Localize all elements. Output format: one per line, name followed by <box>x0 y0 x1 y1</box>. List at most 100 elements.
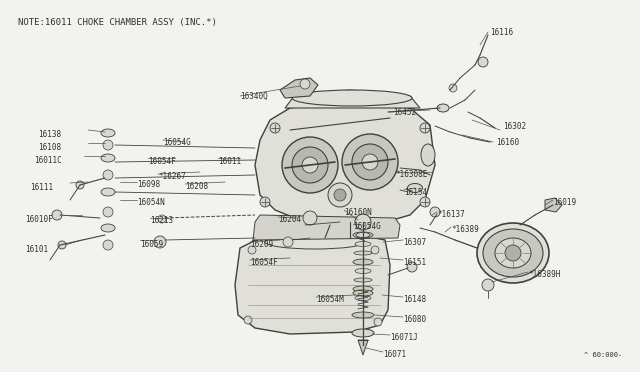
Ellipse shape <box>101 224 115 232</box>
Circle shape <box>505 245 521 261</box>
Text: 16071J: 16071J <box>390 333 418 342</box>
Text: *16389: *16389 <box>451 225 479 234</box>
Circle shape <box>482 279 494 291</box>
Ellipse shape <box>483 229 543 277</box>
Text: 16138: 16138 <box>38 130 61 139</box>
Circle shape <box>420 197 430 207</box>
Text: 16204: 16204 <box>278 215 301 224</box>
Ellipse shape <box>101 129 115 137</box>
Text: 16340Q: 16340Q <box>240 92 268 101</box>
Circle shape <box>362 154 378 170</box>
Circle shape <box>449 84 457 92</box>
Ellipse shape <box>477 223 549 283</box>
Circle shape <box>300 79 310 89</box>
Text: 16213: 16213 <box>150 216 173 225</box>
Circle shape <box>52 210 62 220</box>
Ellipse shape <box>437 104 449 112</box>
Circle shape <box>154 236 166 248</box>
Text: 16054M: 16054M <box>316 295 344 304</box>
Text: 16160N: 16160N <box>344 208 372 217</box>
Ellipse shape <box>353 290 373 296</box>
Circle shape <box>371 246 379 254</box>
Text: *16389H: *16389H <box>528 270 561 279</box>
Ellipse shape <box>353 286 373 292</box>
Text: 16054N: 16054N <box>137 198 164 207</box>
Ellipse shape <box>408 183 422 192</box>
Ellipse shape <box>495 238 531 268</box>
Circle shape <box>103 170 113 180</box>
Polygon shape <box>255 100 435 228</box>
Circle shape <box>352 144 388 180</box>
Ellipse shape <box>352 312 374 318</box>
Circle shape <box>103 140 113 150</box>
Ellipse shape <box>355 269 371 273</box>
Circle shape <box>328 183 352 207</box>
Text: 16208: 16208 <box>185 182 208 191</box>
Circle shape <box>430 207 440 217</box>
Circle shape <box>158 215 166 223</box>
Text: 16111: 16111 <box>30 183 53 192</box>
Circle shape <box>355 214 371 230</box>
Text: *16308E: *16308E <box>395 170 428 179</box>
Text: *16267: *16267 <box>158 172 186 181</box>
Text: 16307: 16307 <box>403 238 426 247</box>
Ellipse shape <box>353 259 373 265</box>
Text: 16302: 16302 <box>503 122 526 131</box>
Text: 16101: 16101 <box>25 245 48 254</box>
Circle shape <box>103 207 113 217</box>
Circle shape <box>283 237 293 247</box>
Ellipse shape <box>101 154 115 162</box>
Circle shape <box>58 241 66 249</box>
Circle shape <box>292 147 328 183</box>
Text: 16098: 16098 <box>137 180 160 189</box>
Circle shape <box>374 318 382 326</box>
Polygon shape <box>285 90 420 108</box>
Circle shape <box>334 189 346 201</box>
Circle shape <box>260 197 270 207</box>
Circle shape <box>478 57 488 67</box>
Circle shape <box>244 316 252 324</box>
Circle shape <box>270 123 280 133</box>
Ellipse shape <box>101 188 115 196</box>
Text: 16011: 16011 <box>218 157 241 166</box>
Text: 16054F: 16054F <box>250 258 278 267</box>
Text: 16059: 16059 <box>140 240 163 249</box>
Circle shape <box>303 211 317 225</box>
Ellipse shape <box>352 329 374 337</box>
Text: 16209: 16209 <box>250 240 273 249</box>
Circle shape <box>248 246 256 254</box>
Circle shape <box>302 157 318 173</box>
Text: 16054F: 16054F <box>148 157 176 166</box>
Circle shape <box>407 262 417 272</box>
Text: 16010F: 16010F <box>25 215 52 224</box>
Ellipse shape <box>356 232 370 237</box>
Text: 16071: 16071 <box>383 350 406 359</box>
Text: 16054G: 16054G <box>163 138 191 147</box>
Text: 16151: 16151 <box>403 258 426 267</box>
Ellipse shape <box>354 278 372 282</box>
Ellipse shape <box>355 241 371 247</box>
Text: 16160: 16160 <box>496 138 519 147</box>
Circle shape <box>282 137 338 193</box>
Polygon shape <box>545 198 562 212</box>
Text: 16054G: 16054G <box>353 222 381 231</box>
Polygon shape <box>253 215 400 240</box>
Ellipse shape <box>355 295 371 301</box>
Polygon shape <box>280 78 318 98</box>
Circle shape <box>103 240 113 250</box>
Ellipse shape <box>421 144 435 166</box>
Circle shape <box>420 123 430 133</box>
Ellipse shape <box>354 251 372 255</box>
Text: 16116: 16116 <box>490 28 513 37</box>
Text: *16137: *16137 <box>437 210 465 219</box>
Text: 16148: 16148 <box>403 295 426 304</box>
Text: 16011C: 16011C <box>34 156 61 165</box>
Circle shape <box>342 134 398 190</box>
Text: NOTE:16011 CHOKE CHAMBER ASSY (INC.*): NOTE:16011 CHOKE CHAMBER ASSY (INC.*) <box>18 18 217 27</box>
Circle shape <box>76 181 84 189</box>
Polygon shape <box>235 235 390 334</box>
Ellipse shape <box>265 235 365 249</box>
Text: 16154: 16154 <box>404 188 427 197</box>
Text: ^ 60:000-: ^ 60:000- <box>584 352 622 358</box>
Ellipse shape <box>292 90 412 106</box>
